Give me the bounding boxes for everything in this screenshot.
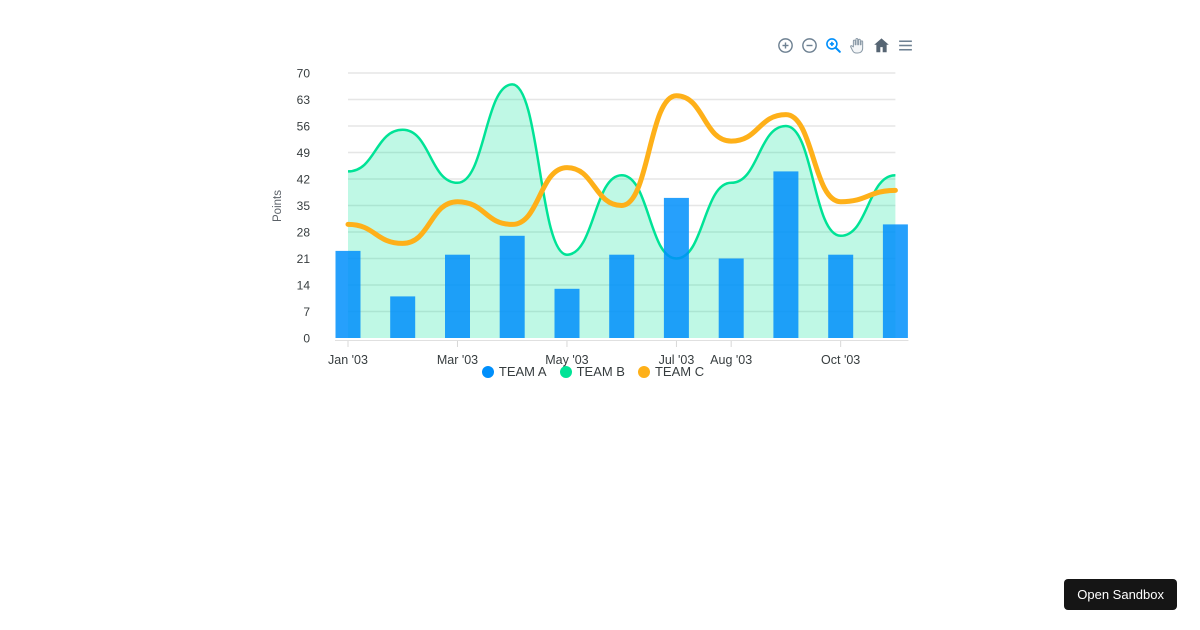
- svg-text:21: 21: [297, 252, 311, 266]
- x-axis-labels: Jan '03 Mar '03 May '03 Jul '03 Aug '03 Oct '…: [328, 353, 860, 367]
- svg-text:28: 28: [297, 226, 311, 240]
- svg-text:Oct '03: Oct '03: [821, 353, 860, 367]
- svg-text:Aug '03: Aug '03: [710, 353, 752, 367]
- bar[interactable]: [718, 258, 744, 339]
- svg-text:Jul '03: Jul '03: [659, 353, 695, 367]
- svg-text:35: 35: [297, 199, 311, 213]
- zoom-out-icon[interactable]: [799, 35, 820, 56]
- bar[interactable]: [335, 250, 361, 338]
- series-line-team-c[interactable]: [345, 93, 898, 246]
- svg-text:70: 70: [297, 67, 311, 81]
- legend-item-team-b[interactable]: TEAM B: [559, 364, 625, 379]
- chart-toolbar: [775, 35, 916, 56]
- svg-text:42: 42: [297, 173, 311, 187]
- bar[interactable]: [609, 254, 635, 338]
- legend-marker-team-b: [559, 365, 572, 378]
- menu-icon[interactable]: [895, 35, 916, 56]
- legend-item-team-c[interactable]: TEAM C: [637, 364, 705, 379]
- zoom-in-icon[interactable]: [775, 35, 796, 56]
- svg-text:May '03: May '03: [545, 353, 588, 367]
- x-axis-ticks: [347, 341, 842, 347]
- legend-marker-team-a: [481, 365, 494, 378]
- chart-canvas[interactable]: 0 7 14 21 28 35 42 49 56 63 70 Points Jan '03 Mar '03…: [266, 0, 920, 400]
- bar[interactable]: [773, 171, 799, 338]
- bar[interactable]: [445, 254, 470, 338]
- pan-icon[interactable]: [847, 35, 868, 56]
- svg-text:Mar '03: Mar '03: [437, 353, 478, 367]
- chart-legend: TEAM A TEAM B TEAM C: [266, 365, 920, 378]
- svg-text:14: 14: [297, 279, 311, 293]
- svg-text:Jan '03: Jan '03: [328, 353, 368, 367]
- bar[interactable]: [554, 288, 580, 338]
- svg-text:7: 7: [303, 305, 310, 319]
- svg-text:49: 49: [297, 146, 311, 160]
- svg-text:0: 0: [303, 332, 310, 346]
- mixed-chart: 0 7 14 21 28 35 42 49 56 63 70 Points Jan '03 Mar '03…: [266, 0, 920, 400]
- series-area-team-b[interactable]: [347, 83, 896, 338]
- bar[interactable]: [663, 197, 689, 338]
- reset-zoom-home-icon[interactable]: [871, 35, 892, 56]
- selection-zoom-icon[interactable]: [823, 35, 844, 56]
- bar[interactable]: [390, 296, 416, 338]
- legend-item-team-a[interactable]: TEAM A: [481, 364, 547, 379]
- y-axis-title: Points: [272, 190, 284, 222]
- bar[interactable]: [828, 254, 854, 338]
- legend-label-team-a: TEAM A: [498, 364, 547, 379]
- bar[interactable]: [499, 235, 525, 338]
- bar[interactable]: [882, 224, 908, 338]
- svg-text:63: 63: [297, 93, 311, 107]
- y-axis-labels: 0 7 14 21 28 35 42 49 56 63 70: [297, 67, 311, 346]
- series-columns-team-a[interactable]: [335, 171, 908, 339]
- open-sandbox-button[interactable]: Open Sandbox: [1064, 579, 1177, 610]
- svg-text:56: 56: [297, 120, 311, 134]
- legend-label-team-b: TEAM B: [576, 364, 625, 379]
- legend-marker-team-c: [637, 365, 650, 378]
- legend-label-team-c: TEAM C: [654, 364, 705, 379]
